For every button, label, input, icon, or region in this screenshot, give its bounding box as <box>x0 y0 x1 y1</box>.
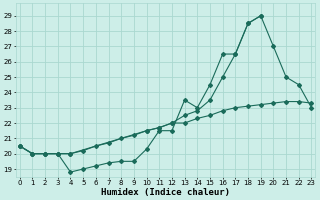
X-axis label: Humidex (Indice chaleur): Humidex (Indice chaleur) <box>101 188 230 197</box>
